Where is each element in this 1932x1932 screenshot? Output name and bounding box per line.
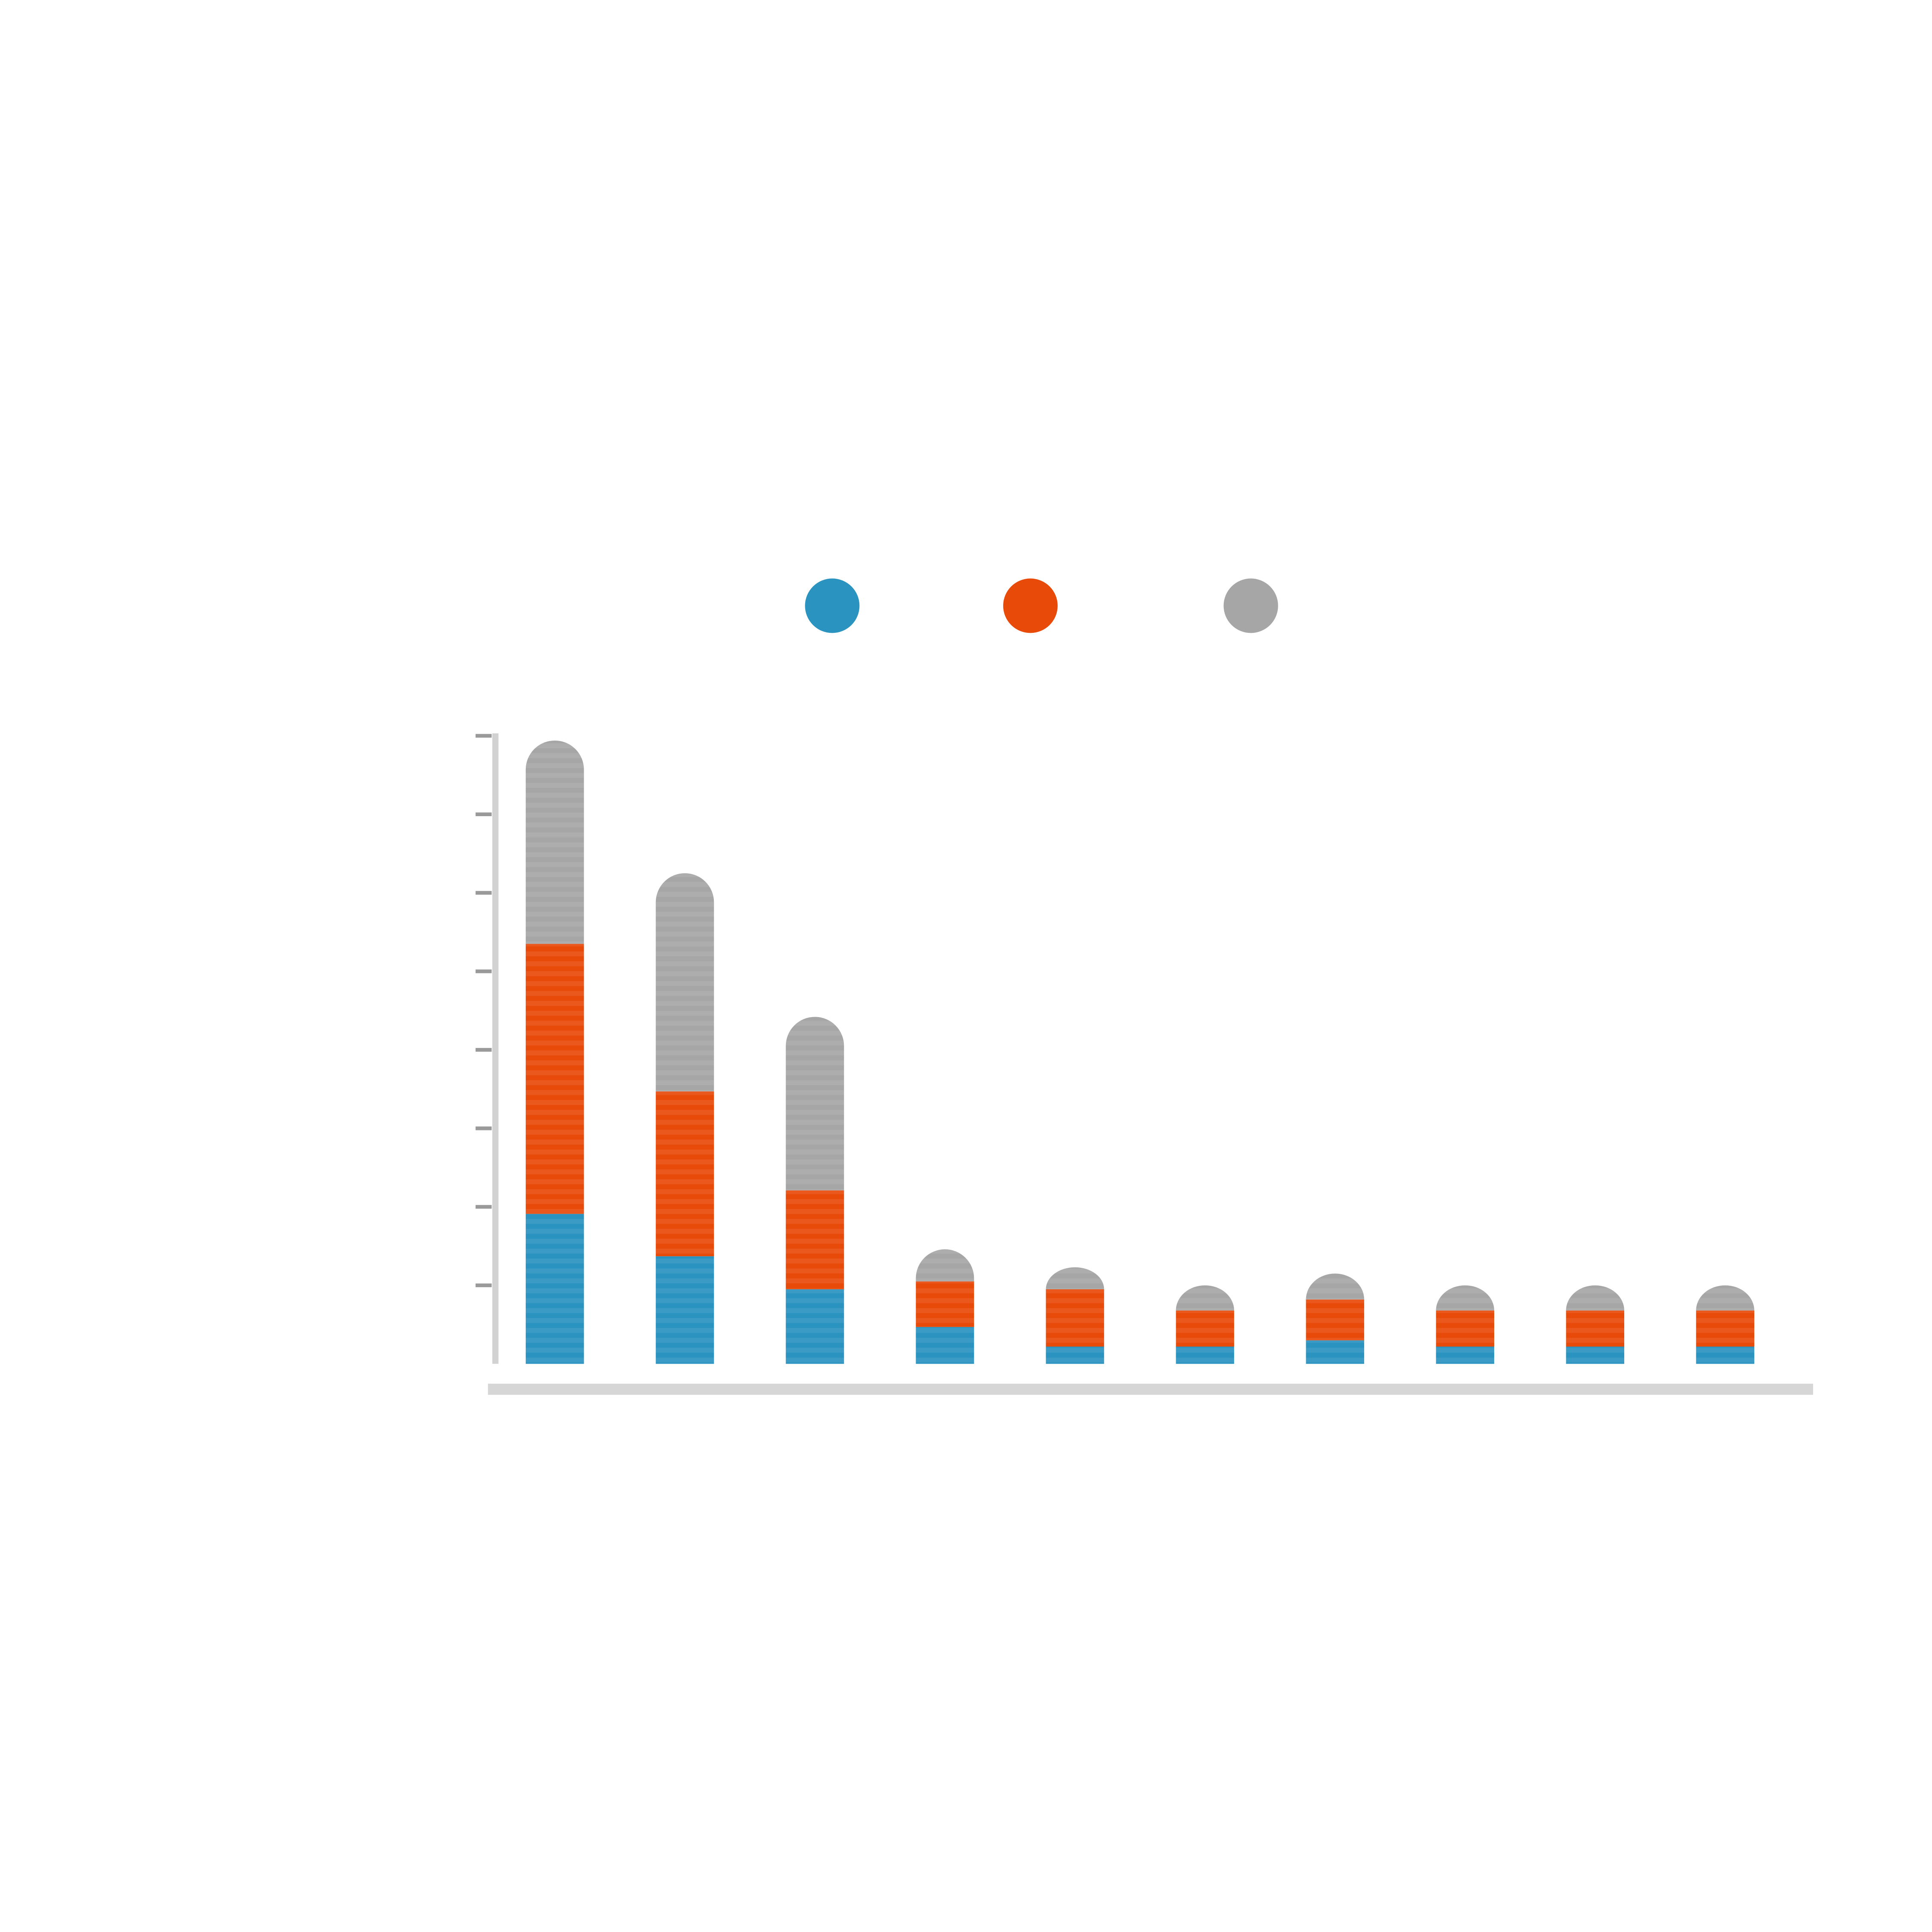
bar-texture [1176,1285,1234,1311]
bar-texture [525,944,584,1214]
bar-texture [1436,1285,1495,1311]
bar-texture [1176,1310,1234,1347]
bar-texture [916,1327,974,1364]
bar-texture [655,1091,714,1257]
bar-texture [1306,1273,1365,1300]
bar-texture [1436,1346,1495,1364]
bar-texture [1176,1346,1234,1364]
legend-marker [1223,578,1278,633]
bar-texture [786,1289,844,1364]
bar-texture [1696,1285,1754,1311]
bar-texture [786,1190,844,1289]
bar-texture [1566,1346,1625,1364]
bar-texture [786,1017,844,1191]
bar-texture [1696,1346,1754,1364]
legend-marker [1003,578,1058,633]
bar-texture [1046,1346,1104,1364]
bar-texture [525,1214,584,1364]
bar-texture [1436,1310,1495,1347]
x-axis-base [488,1383,1814,1395]
bar-texture [525,740,584,944]
bar-texture [916,1281,974,1327]
bar-texture [655,1256,714,1364]
bar-texture [1566,1285,1625,1311]
legend-marker [805,578,860,633]
bar-texture [1306,1299,1365,1340]
bar-texture [655,873,714,1092]
bar-texture [1566,1310,1625,1347]
bar-texture [1046,1267,1104,1289]
bar-texture [1046,1289,1104,1347]
bar-texture [1696,1310,1754,1347]
bar-texture [916,1249,974,1282]
bar-texture [1306,1340,1365,1364]
